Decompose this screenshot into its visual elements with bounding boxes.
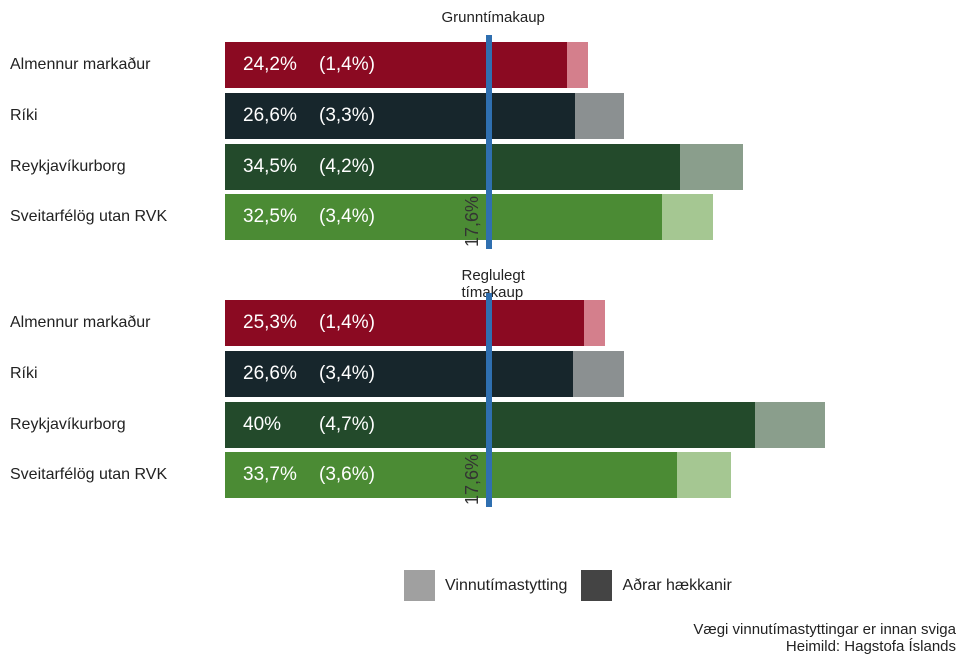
bar-value-total: 40% (243, 413, 282, 435)
bar-value-share: (3,6%) (319, 464, 375, 486)
bar-value-share: (1,4%) (319, 54, 375, 75)
bar-value-share: (4,7%) (319, 413, 375, 435)
bar-value-total: 33,7% (243, 464, 297, 486)
bar-segment-other-increases (225, 42, 567, 88)
panel-title: Grunntímakaup (441, 9, 545, 26)
bar-segment-other-increases (225, 300, 584, 346)
reference-line (486, 293, 492, 508)
panel-title: Reglulegt tímakaup (461, 267, 525, 301)
caption-note: Vægi vinnutímastyttingar er innan sviga (693, 621, 956, 638)
legend-label-vinnutimastytting: Vinnutímastytting (445, 576, 568, 594)
bar-segment-shortening (661, 194, 713, 241)
bar-segment-other-increases (225, 350, 573, 397)
bar-segment-other-increases (225, 143, 680, 190)
bar-value-share: (1,4%) (319, 312, 375, 333)
caption-source: Heimild: Hagstofa Íslands (785, 638, 956, 655)
bar-value-share: (3,4%) (319, 362, 375, 384)
bar-value-total: 32,5% (243, 206, 297, 228)
legend-swatch-vinnutimastytting (404, 570, 435, 601)
bar-segment-shortening (567, 42, 588, 88)
bar-value-share: (4,2%) (319, 155, 375, 177)
reference-label: 17,6% (462, 196, 482, 248)
category-label: Sveitarfélög utan RVK (10, 208, 168, 226)
legend-item-adrar-haekkanir: Aðrar hækkanir (581, 570, 732, 601)
category-label: Almennur markaður (10, 314, 151, 331)
category-label: Almennur markaður (10, 56, 151, 73)
reference-line (486, 35, 492, 250)
category-label: Ríki (10, 364, 38, 382)
legend-label-adrar-haekkanir: Aðrar hækkanir (622, 576, 732, 594)
category-label: Sveitarfélög utan RVK (10, 466, 168, 484)
category-label: Reykjavíkurborg (10, 415, 126, 433)
bar-segment-shortening (679, 143, 743, 190)
category-label: Reykjavíkurborg (10, 157, 126, 175)
reference-label: 17,6% (462, 454, 482, 506)
bar-segment-shortening (583, 300, 605, 346)
bar-value-total: 26,6% (243, 104, 297, 126)
bar-segment-shortening (573, 350, 624, 397)
bar-value-total: 34,5% (243, 155, 297, 177)
bar-value-total: 24,2% (243, 54, 297, 75)
legend-item-vinnutimastytting: Vinnutímastytting (404, 570, 567, 601)
bar-segment-other-increases (225, 194, 662, 241)
category-label: Ríki (10, 106, 38, 124)
legend-swatch-adrar-haekkanir (581, 570, 613, 601)
bar-value-total: 25,3% (243, 312, 297, 333)
bar-value-total: 26,6% (243, 362, 297, 384)
bar-value-share: (3,4%) (319, 206, 375, 228)
legend: Vinnutímastytting Aðrar hækkanir (404, 570, 746, 601)
bar-segment-shortening (754, 401, 825, 448)
bar-segment-other-increases (225, 452, 677, 499)
bar-value-share: (3,3%) (319, 104, 375, 126)
bar-segment-shortening (676, 452, 731, 499)
bar-segment-shortening (574, 92, 624, 139)
bar-segment-other-increases (225, 92, 575, 139)
